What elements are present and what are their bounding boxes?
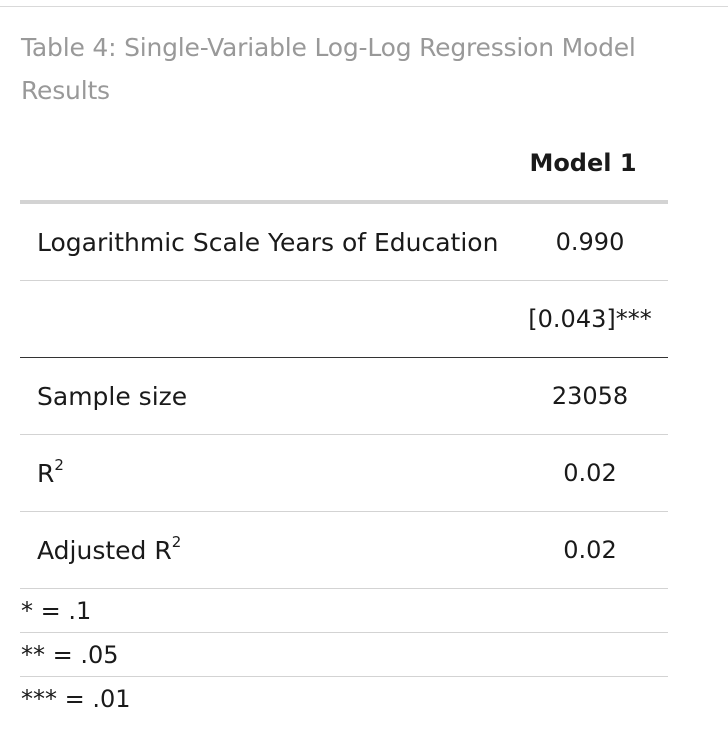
footnote-row: *** = .01 xyxy=(20,677,668,721)
top-divider xyxy=(0,6,728,7)
footnote-row: ** = .05 xyxy=(20,633,668,677)
table-row: Logarithmic Scale Years of Education 0.9… xyxy=(20,204,668,281)
table-row: Sample size 23058 xyxy=(20,358,668,435)
table-row: Adjusted R2 0.02 xyxy=(20,512,668,589)
row-value: 0.02 xyxy=(563,536,617,564)
column-header-model-1: Model 1 xyxy=(529,149,637,177)
row-label: R2 xyxy=(37,455,64,488)
superscript: 2 xyxy=(171,532,182,551)
table-header-row: Model 1 xyxy=(20,126,668,204)
regression-table: Model 1 Logarithmic Scale Years of Educa… xyxy=(20,126,668,721)
row-label: Logarithmic Scale Years of Education xyxy=(37,227,499,257)
row-value: 23058 xyxy=(551,382,629,410)
r-symbol: R xyxy=(37,458,55,488)
row-value: 0.02 xyxy=(563,459,617,487)
row-label: Sample size xyxy=(37,381,188,411)
superscript: 2 xyxy=(54,455,64,474)
adjusted-r-symbol: Adjusted R xyxy=(37,535,172,565)
table-caption: Table 4: Single-Variable Log-Log Regress… xyxy=(21,33,636,105)
table-row: [0.043]*** xyxy=(20,281,668,358)
footnote: * = .1 xyxy=(21,597,92,625)
row-value: 0.990 xyxy=(555,228,625,256)
footnote: *** = .01 xyxy=(21,685,131,713)
footnote-row: * = .1 xyxy=(20,589,668,633)
row-value: [0.043]*** xyxy=(528,305,652,333)
table-row: R2 0.02 xyxy=(20,435,668,512)
footnote: ** = .05 xyxy=(21,641,119,669)
row-label: Adjusted R2 xyxy=(37,532,182,565)
